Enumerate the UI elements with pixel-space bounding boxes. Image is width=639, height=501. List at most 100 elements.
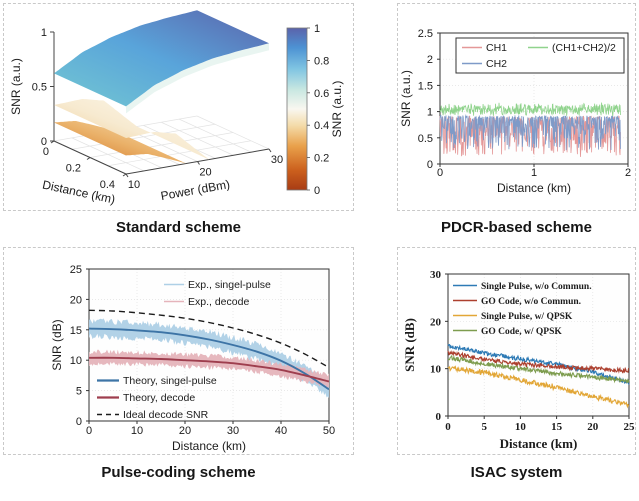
grid-line (107, 140, 252, 167)
legend-label: Exp., singel-pulse (188, 279, 271, 291)
surface-underside (126, 43, 269, 114)
y-tick-label: 20 (430, 316, 442, 328)
x-tick-label: 0.4 (100, 179, 115, 191)
y-tick-label: 10 (128, 179, 140, 191)
colorbar-tick-label: 0.2 (314, 153, 329, 165)
x-tick-label: 30 (227, 425, 239, 437)
x-tick-label: 10 (131, 425, 143, 437)
x-axis-label: Distance (km) (497, 181, 571, 195)
tick-marks (86, 268, 330, 424)
band-Exp., singel-pulse (89, 318, 329, 398)
z-axis-label: SNR (a.u.) (9, 58, 23, 115)
x-axis-label: Distance (km) (500, 436, 578, 451)
colorbar-tick-label: 0.8 (314, 55, 329, 67)
y-tick-label: 0 (436, 411, 442, 423)
x-tick-label: 0 (43, 146, 49, 158)
x-tick-label: 5 (481, 421, 487, 433)
x-tick-label: 0 (445, 421, 451, 433)
colorbar-tick-label: 1 (314, 23, 320, 35)
series-Theory, decode (88, 356, 330, 383)
colorbar-tick-label: 0.4 (314, 120, 329, 132)
plot-background (448, 274, 629, 416)
series-(CH1+CH2)/2 (439, 102, 621, 117)
legend-label: CH2 (486, 58, 507, 70)
y-tick-label: 30 (271, 154, 283, 166)
x-tick-label: 15 (551, 421, 563, 433)
x-axis-label: Distance (km) (172, 439, 246, 453)
legend-label: GO Code, w/ QPSK (481, 327, 562, 337)
x-tick-label: 20 (587, 421, 599, 433)
x-tick-label: 50 (323, 425, 335, 437)
pdcr-scheme-plot: 0 1 2 0 0.5 1 1.5 2 2.5 Distance (km) SNR (a.u.) CH… (399, 28, 631, 195)
low-snr-surface (54, 121, 187, 164)
y-tick (268, 148, 272, 153)
z-tick-label: 0.5 (32, 82, 47, 94)
legend-label: Ideal decode SNR (123, 409, 209, 421)
y-tick-label: 20 (70, 294, 82, 306)
legend-label: Theory, singel-pulse (123, 375, 217, 387)
y-tick-label: 15 (70, 325, 82, 337)
x-tick (50, 140, 55, 144)
series-Single Pulse, w/o Commun. (447, 343, 630, 385)
grid-line (71, 123, 216, 150)
isac-system-plot: 0 5 10 15 20 25 0 10 20 30 Distance (km) SNR (dB) Si… (402, 269, 636, 451)
y-tick (125, 173, 129, 178)
grid-line (89, 132, 234, 158)
legend-label: GO Code, w/o Commun. (481, 297, 581, 307)
tick-marks (445, 273, 630, 419)
series-CH2 (439, 113, 621, 151)
y-tick-label: 10 (70, 355, 82, 367)
y-tick-label: 25 (70, 264, 82, 276)
x-tick-label: 10 (515, 421, 527, 433)
legend-label: (CH1+CH2)/2 (552, 42, 616, 54)
panel-standard-scheme: 0 0.5 1 SNR (a.u.) 0 0.2 0.4 Distance (km) 10 20 3… (3, 3, 354, 211)
caption-isac-system: ISAC system (470, 464, 563, 481)
colorbar (286, 27, 308, 191)
colorbar-tick-label: 0 (314, 185, 320, 197)
x-tick-label: 0 (437, 167, 443, 179)
colorbar-tick-label: 0.6 (314, 88, 329, 100)
x-tick-label: 20 (179, 425, 191, 437)
tick-marks (437, 32, 629, 167)
y-tick-label: 20 (199, 167, 211, 179)
mid-snr-surface (54, 99, 209, 160)
plot-background (89, 269, 329, 421)
high-snr-surface (54, 10, 269, 107)
y-axis-label: SNR (a.u.) (399, 70, 413, 127)
caption-standard-scheme: Standard scheme (115, 219, 242, 236)
y-axis-label: SNR (dB) (402, 318, 417, 372)
x-tick (86, 157, 91, 160)
panel-pulse-coding-scheme: 0 10 20 30 40 50 0 5 10 15 20 25 Distance (km) SNR (d… (3, 247, 354, 455)
pulse-coding-scheme-plot: 0 10 20 30 40 50 0 5 10 15 20 25 Distance (km) SNR (d… (50, 264, 335, 453)
y-tick-label: 0 (76, 416, 82, 428)
x-tick-label: 25 (624, 421, 636, 433)
z-tick-label: 1 (41, 27, 47, 39)
x-tick-label: 2 (625, 167, 631, 179)
x-tick-label: 40 (275, 425, 287, 437)
colorbar-label: SNR (a.u.) (330, 81, 344, 138)
y-tick-label: 0 (427, 159, 433, 171)
legend-label: CH1 (486, 42, 507, 54)
legend-label: Exp., decode (188, 296, 249, 308)
legend-label: Theory, decode (123, 392, 195, 404)
y-tick-label: 0.5 (418, 133, 433, 145)
caption-pulse-coding-scheme: Pulse-coding scheme (101, 464, 256, 481)
legend-label: Single Pulse, w/ QPSK (481, 312, 573, 322)
legend-label: Single Pulse, w/o Commun. (481, 282, 592, 292)
x-tick-label: 1 (531, 167, 537, 179)
y-tick-label: 2 (427, 54, 433, 66)
panel-pdcr-scheme: 0 1 2 0 0.5 1 1.5 2 2.5 Distance (km) SNR (a.u.) CH… (397, 3, 636, 211)
y-tick-label: 10 (430, 364, 442, 376)
axis-border (88, 268, 330, 422)
axes-3d (50, 31, 272, 178)
series-Ideal decode SNR (88, 309, 330, 369)
panel-isac-system: 0 5 10 15 20 25 0 10 20 30 Distance (km) SNR (dB) Si… (397, 247, 636, 455)
y-tick-label: 1.5 (418, 80, 433, 92)
y-axis-label: SNR (dB) (50, 319, 64, 370)
series-Single Pulse, w/ QPSK (447, 365, 630, 409)
z-tick-label: 0 (41, 136, 47, 148)
y-tick-label: 30 (430, 269, 442, 281)
y-tick-label: 5 (76, 386, 82, 398)
